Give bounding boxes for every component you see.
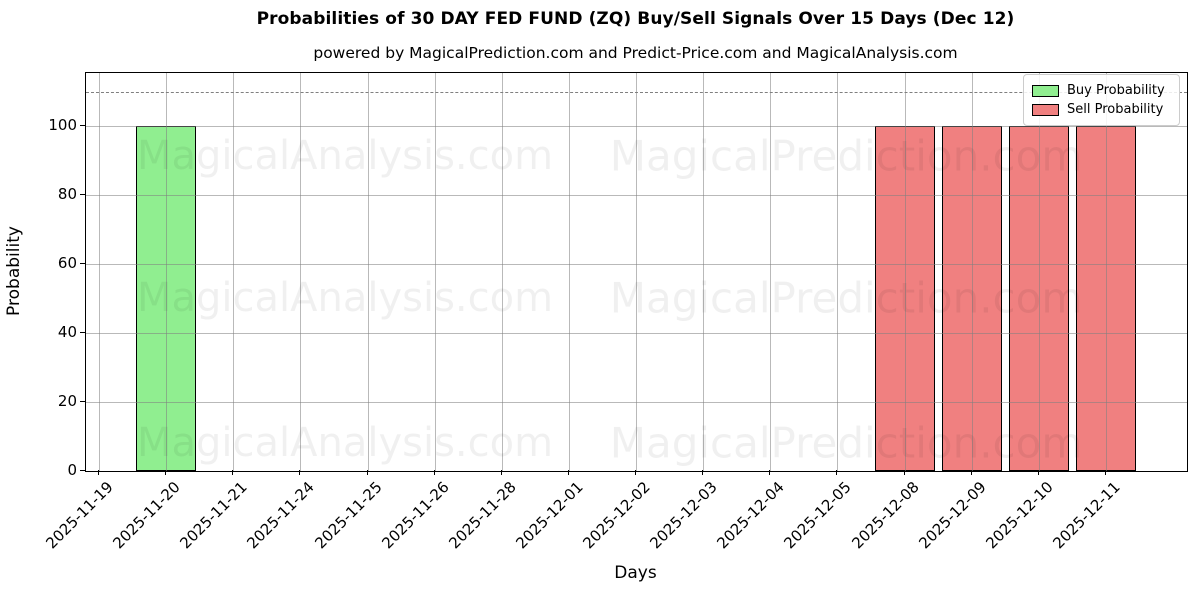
x-tick-mark-2025-12-05 — [836, 470, 838, 475]
x-tick-label-2025-12-11: 2025-12-11 — [1049, 478, 1124, 553]
x-tick-mark-2025-11-26 — [433, 470, 435, 475]
x-tick-label-2025-12-09: 2025-12-09 — [915, 478, 990, 553]
x-tick-mark-2025-12-04 — [769, 470, 771, 475]
x-axis-label: Days — [614, 563, 657, 583]
x-tick-label-2025-12-02: 2025-12-02 — [579, 478, 654, 553]
threshold-dashed-line — [86, 91, 1187, 93]
x-tick-mark-2025-11-28 — [500, 470, 502, 475]
x-tick-mark-2025-11-25 — [366, 470, 368, 475]
chart-subtitle: powered by MagicalPrediction.com and Pre… — [313, 44, 958, 62]
gridline-x-2025-12-08 — [904, 73, 906, 471]
y-tick-mark-20 — [80, 401, 85, 403]
x-tick-label-2025-11-26: 2025-11-26 — [377, 478, 453, 553]
x-tick-label-2025-12-04: 2025-12-04 — [713, 478, 789, 553]
x-tick-label-2025-12-10: 2025-12-10 — [982, 478, 1057, 553]
chart-title: Probabilities of 30 DAY FED FUND (ZQ) Bu… — [256, 9, 1015, 29]
gridline-x-2025-12-05 — [837, 73, 839, 471]
y-tick-label-60: 60 — [57, 254, 77, 273]
x-tick-mark-2025-12-10 — [1037, 470, 1039, 475]
y-tick-label-20: 20 — [57, 392, 77, 411]
x-tick-label-2025-11-19: 2025-11-19 — [42, 478, 117, 553]
gridline-x-2025-11-21 — [233, 73, 235, 471]
y-tick-mark-100 — [80, 125, 85, 127]
x-tick-mark-2025-12-02 — [635, 470, 637, 475]
x-tick-label-2025-11-24: 2025-11-24 — [243, 478, 319, 553]
legend-swatch-icon — [1032, 84, 1059, 97]
x-tick-mark-2025-12-03 — [702, 470, 704, 475]
y-tick-mark-0 — [80, 470, 85, 471]
y-tick-label-100: 100 — [48, 116, 77, 135]
y-tick-mark-60 — [80, 263, 85, 265]
x-tick-label-2025-11-21: 2025-11-21 — [176, 478, 251, 553]
x-tick-mark-2025-11-20 — [165, 470, 167, 475]
x-tick-label-2025-12-08: 2025-12-08 — [847, 478, 923, 553]
gridline-x-2025-12-10 — [1038, 73, 1040, 471]
y-tick-mark-40 — [80, 332, 85, 334]
x-tick-label-2025-11-28: 2025-11-28 — [445, 478, 520, 553]
gridline-x-2025-12-04 — [770, 73, 772, 471]
x-tick-mark-2025-12-01 — [567, 470, 569, 475]
plot-area — [85, 72, 1188, 472]
legend-label: Sell Probability — [1067, 102, 1164, 117]
x-tick-label-2025-12-01: 2025-12-01 — [512, 478, 587, 553]
legend: Buy Probability Sell Probability — [1023, 74, 1180, 126]
x-tick-mark-2025-12-08 — [903, 470, 905, 475]
y-tick-label-0: 0 — [67, 461, 77, 479]
legend-entry: Buy Probability — [1032, 81, 1171, 100]
legend-entry: Sell Probability — [1032, 100, 1171, 119]
y-tick-label-80: 80 — [57, 185, 77, 204]
x-tick-mark-2025-12-11 — [1104, 470, 1106, 475]
gridline-x-2025-11-28 — [501, 73, 503, 471]
y-tick-mark-80 — [80, 194, 85, 196]
x-tick-mark-2025-11-19 — [98, 470, 99, 475]
x-tick-mark-2025-11-24 — [299, 470, 301, 475]
gridline-x-2025-11-20 — [166, 73, 168, 471]
x-tick-label-2025-11-20: 2025-11-20 — [109, 478, 184, 553]
gridline-x-2025-12-02 — [636, 73, 638, 471]
x-tick-label-2025-12-03: 2025-12-03 — [646, 478, 721, 553]
legend-label: Buy Probability — [1067, 83, 1165, 98]
x-tick-mark-2025-12-09 — [970, 470, 972, 475]
gridline-x-2025-11-26 — [434, 73, 436, 471]
gridline-x-2025-12-01 — [568, 73, 570, 471]
gridline-x-2025-11-25 — [367, 73, 369, 471]
gridline-x-2025-11-19 — [99, 73, 100, 471]
gridline-x-2025-12-09 — [971, 73, 973, 471]
y-tick-label-40: 40 — [57, 323, 77, 342]
legend-swatch-icon — [1032, 103, 1059, 116]
gridline-x-2025-12-03 — [703, 73, 705, 471]
gridline-x-2025-12-11 — [1105, 73, 1107, 471]
x-tick-label-2025-11-25: 2025-11-25 — [310, 478, 386, 553]
gridline-x-2025-11-24 — [300, 73, 302, 471]
x-tick-label-2025-12-05: 2025-12-05 — [780, 478, 856, 553]
y-axis-label: Probability — [4, 226, 24, 316]
x-tick-mark-2025-11-21 — [232, 470, 234, 475]
